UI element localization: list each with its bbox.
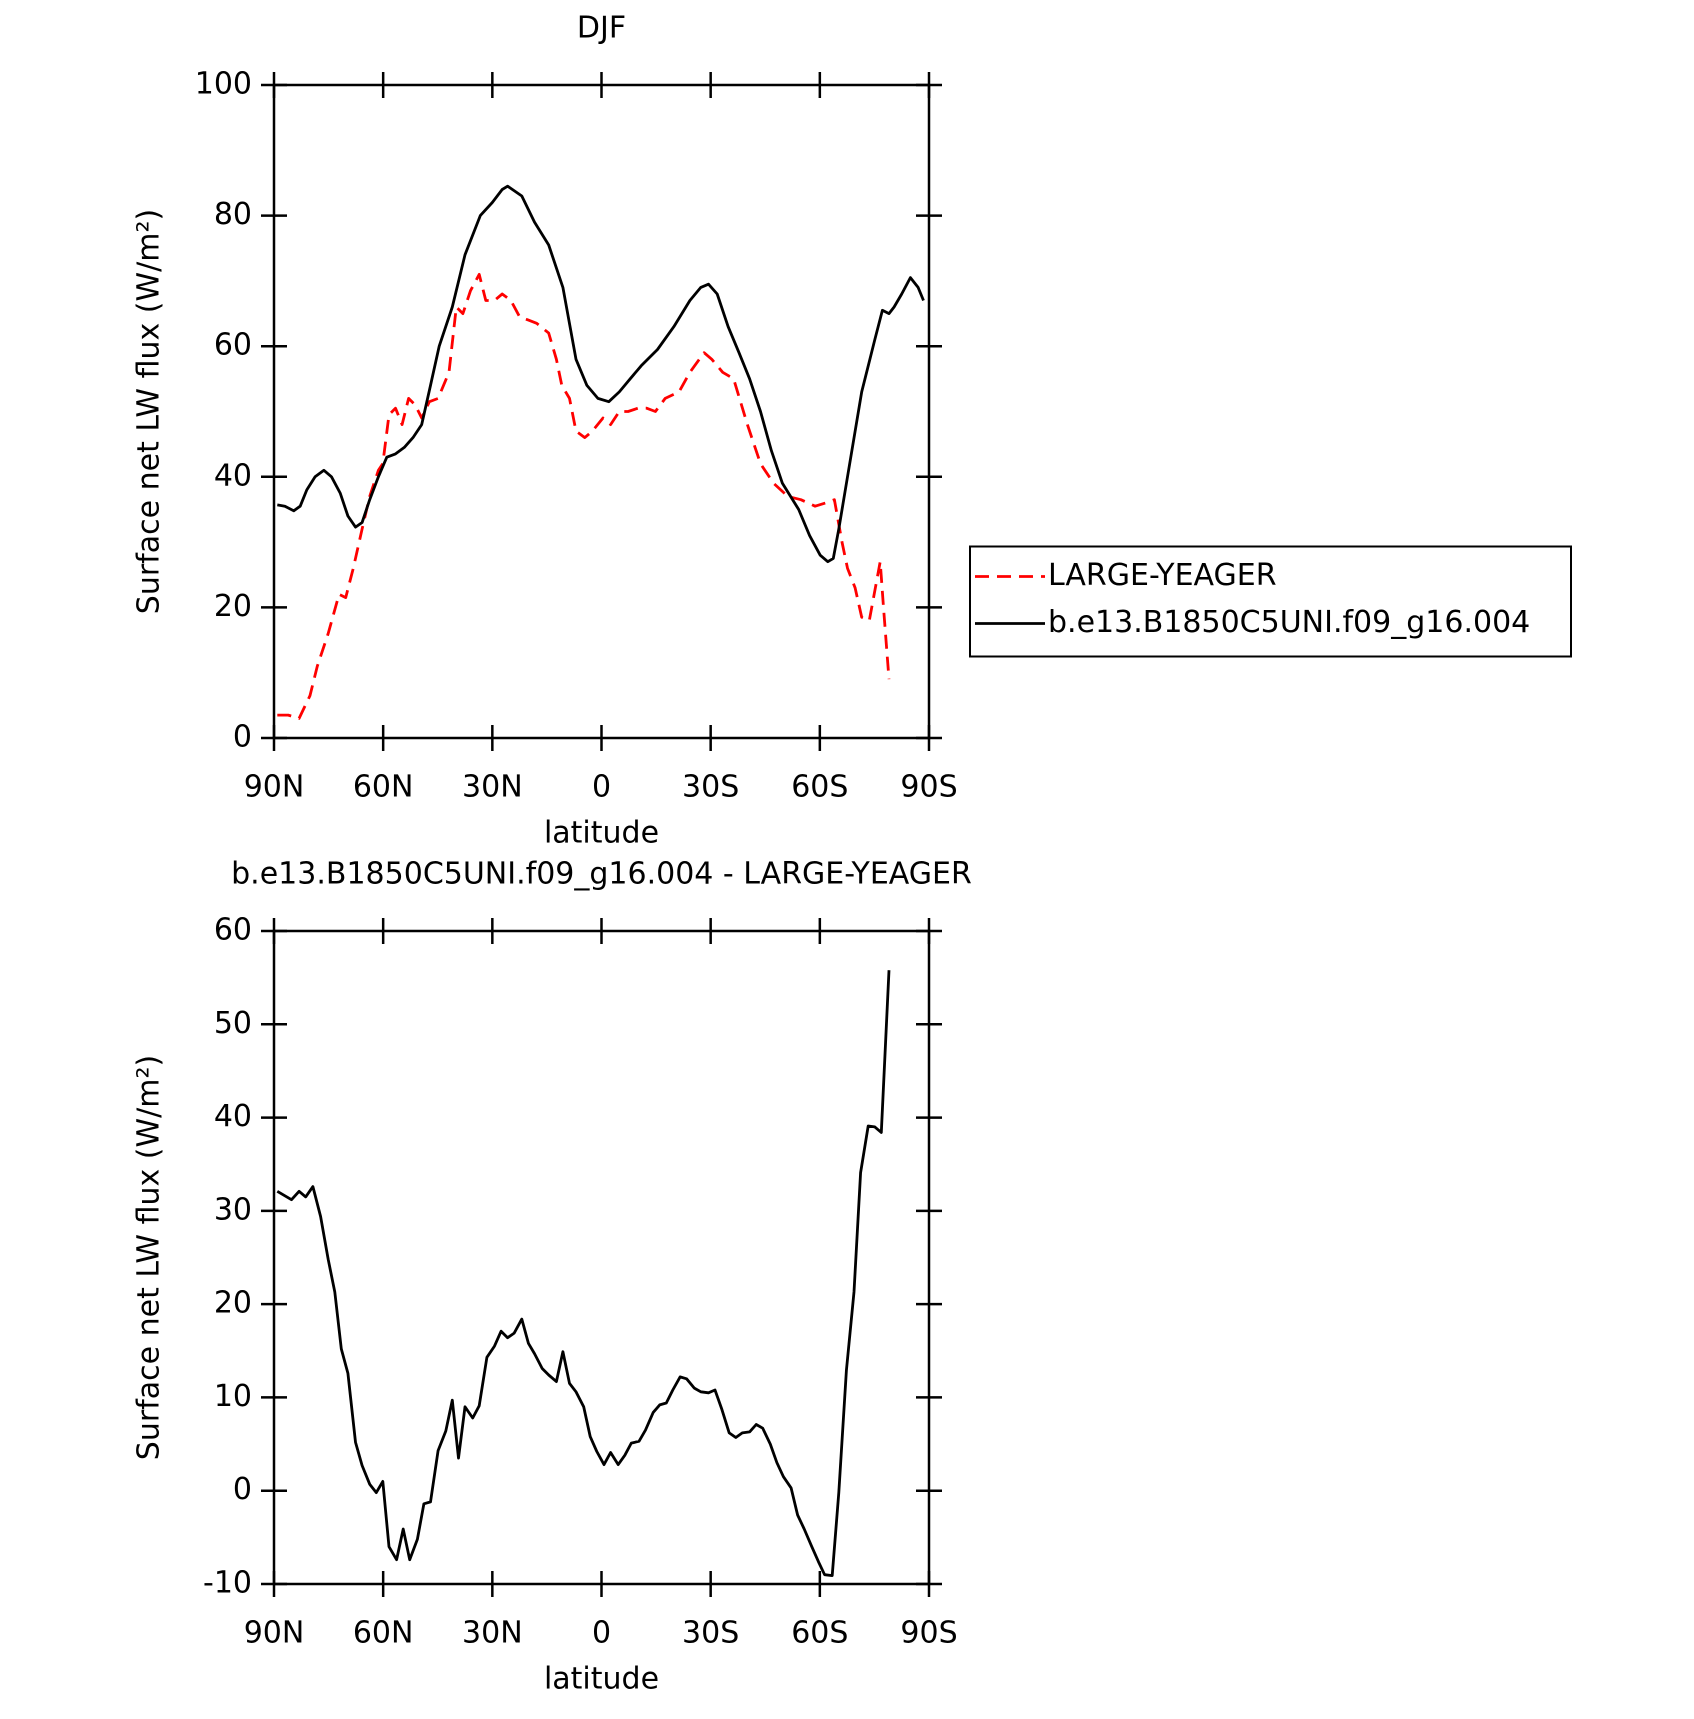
x-tick-label: 30S <box>682 770 739 805</box>
x-tick-label: 60S <box>791 770 848 805</box>
data-line <box>277 273 891 720</box>
y-axis-label: Surface net LW flux (W/m²) <box>132 209 167 614</box>
data-line <box>276 970 891 1577</box>
legend-box <box>969 545 1572 658</box>
y-tick-label: 60 <box>214 913 252 948</box>
y-tick-label: 0 <box>233 1472 252 1507</box>
y-tick-label: 30 <box>214 1192 252 1227</box>
y-tick-label: 40 <box>214 1099 252 1134</box>
chart-title: DJF <box>577 11 626 46</box>
x-tick-label: 90N <box>244 1616 305 1651</box>
y-tick-label: 20 <box>214 1286 252 1321</box>
y-tick-label: 20 <box>214 589 252 624</box>
plot-frame <box>272 929 931 1586</box>
y-tick-label: 50 <box>214 1006 252 1041</box>
x-tick-label: 30N <box>462 1616 523 1651</box>
y-axis-label: Surface net LW flux (W/m²) <box>132 1055 167 1460</box>
x-axis-label: latitude <box>544 1662 659 1697</box>
x-tick-label: 90N <box>244 770 305 805</box>
x-tick-label: 0 <box>592 770 611 805</box>
y-tick-label: 60 <box>214 328 252 363</box>
x-axis-label: latitude <box>544 816 659 851</box>
x-tick-label: 30N <box>462 770 523 805</box>
y-tick-label: 80 <box>214 197 252 232</box>
legend-label: b.e13.B1850C5UNI.f09_g16.004 <box>1048 605 1530 640</box>
x-tick-label: 60N <box>353 1616 414 1651</box>
x-tick-label: 90S <box>900 1616 957 1651</box>
y-tick-label: 10 <box>214 1379 252 1414</box>
x-tick-label: 60N <box>353 770 414 805</box>
y-tick-label: 40 <box>214 458 252 493</box>
y-tick-label: 0 <box>233 720 252 755</box>
legend-label: LARGE-YEAGER <box>1048 558 1277 593</box>
x-tick-label: 90S <box>900 770 957 805</box>
chart-title: b.e13.B1850C5UNI.f09_g16.004 - LARGE-YEA… <box>231 857 972 892</box>
x-tick-label: 30S <box>682 1616 739 1651</box>
data-line <box>277 184 925 564</box>
y-tick-label: 100 <box>195 67 252 102</box>
plot-frame <box>272 83 931 740</box>
y-tick-label: -10 <box>203 1566 252 1601</box>
x-tick-label: 60S <box>791 1616 848 1651</box>
x-tick-label: 0 <box>592 1616 611 1651</box>
